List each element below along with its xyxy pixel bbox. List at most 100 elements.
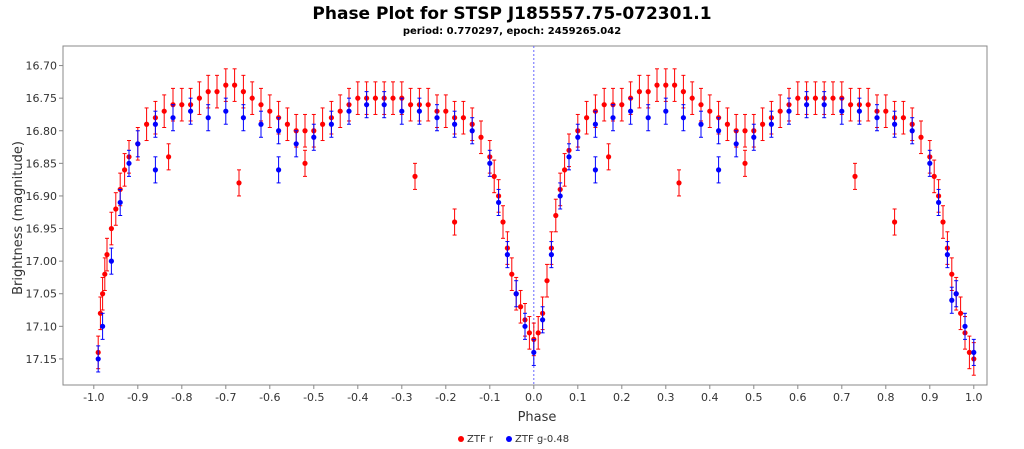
data-marker <box>865 102 871 108</box>
x-tick-label: -0.1 <box>479 391 500 404</box>
point-ztf-r <box>848 87 854 122</box>
data-marker <box>452 219 458 225</box>
point-ztf-r <box>478 120 484 155</box>
data-marker <box>940 219 946 225</box>
point-ztf-r <box>544 263 550 298</box>
data-marker <box>540 317 546 323</box>
data-marker <box>267 108 273 114</box>
point-ztf-r <box>535 316 541 350</box>
x-tick-label: -0.8 <box>171 391 192 404</box>
point-ztf-r <box>654 68 660 102</box>
point-ztf-r <box>302 149 308 177</box>
y-tick-label: 16.85 <box>26 157 58 170</box>
point-ztf-g <box>100 312 106 340</box>
legend: ZTF r ZTF g-0.48 <box>458 434 569 445</box>
point-ztf-g <box>276 156 282 184</box>
data-marker <box>562 167 568 173</box>
point-ztf-r <box>223 68 229 102</box>
x-tick-label: 0.8 <box>877 391 895 404</box>
point-ztf-r <box>408 87 414 122</box>
point-ztf-g <box>152 156 158 184</box>
point-ztf-g <box>733 130 739 158</box>
data-marker <box>509 271 515 277</box>
data-marker <box>557 193 563 199</box>
data-marker <box>408 102 414 108</box>
data-marker <box>606 154 612 160</box>
point-ztf-r <box>452 208 458 236</box>
point-ztf-r <box>553 198 559 233</box>
data-marker <box>944 252 951 258</box>
point-ztf-g <box>962 312 968 340</box>
point-ztf-r <box>958 296 964 331</box>
data-marker <box>108 258 114 264</box>
point-ztf-g <box>557 182 563 210</box>
data-marker <box>240 89 246 95</box>
point-ztf-g <box>944 241 951 269</box>
point-ztf-r <box>900 100 907 135</box>
point-ztf-r <box>236 169 242 197</box>
x-tick-label: 0.2 <box>613 391 631 404</box>
data-marker <box>328 121 334 127</box>
x-tick-label: 0.6 <box>789 391 807 404</box>
data-marker <box>676 180 682 186</box>
data-marker <box>548 252 555 258</box>
point-ztf-r <box>500 205 506 239</box>
point-ztf-r <box>883 94 889 128</box>
data-marker <box>302 128 308 134</box>
data-marker <box>724 121 731 127</box>
data-marker <box>962 323 968 329</box>
data-marker <box>680 115 687 121</box>
point-ztf-r <box>636 74 643 109</box>
point-ztf-g <box>293 130 299 158</box>
point-ztf-r <box>777 94 783 128</box>
point-ztf-r <box>812 81 819 115</box>
data-marker <box>892 121 898 127</box>
legend-marker-ztf-g <box>506 436 512 442</box>
point-ztf-g <box>240 104 246 132</box>
data-marker <box>236 180 242 186</box>
data-marker <box>931 173 937 179</box>
point-ztf-r <box>166 143 172 171</box>
data-marker <box>716 128 722 134</box>
point-ztf-g <box>768 110 775 138</box>
point-ztf-g <box>804 91 810 119</box>
data-marker <box>680 89 687 95</box>
point-ztf-r <box>97 296 103 331</box>
point-ztf-g <box>223 97 229 125</box>
point-ztf-r <box>232 68 238 102</box>
y-tick-label: 16.80 <box>26 125 58 138</box>
point-ztf-g <box>152 110 158 138</box>
data-marker <box>553 212 559 219</box>
point-ztf-g <box>786 97 792 125</box>
y-tick-label: 16.95 <box>26 223 58 236</box>
x-tick-label: -0.4 <box>347 391 368 404</box>
chart-subtitle: period: 0.770297, epoch: 2459265.042 <box>403 26 621 37</box>
data-marker <box>364 102 370 108</box>
data-marker <box>958 310 964 316</box>
point-ztf-g <box>716 117 722 145</box>
point-ztf-g <box>188 97 194 125</box>
data-marker <box>443 108 449 114</box>
point-ztf-r <box>742 149 748 177</box>
data-marker <box>777 108 783 114</box>
point-ztf-r <box>460 100 466 135</box>
y-tick-label: 17.00 <box>26 255 58 268</box>
data-marker <box>716 167 722 173</box>
point-ztf-r <box>425 87 431 122</box>
point-ztf-r <box>689 81 695 115</box>
data-marker <box>795 95 801 101</box>
data-marker <box>126 160 132 166</box>
data-marker <box>302 160 308 166</box>
data-marker <box>949 297 955 303</box>
point-ztf-g <box>95 345 101 373</box>
data-marker <box>839 108 845 114</box>
point-ztf-g <box>839 97 845 125</box>
point-ztf-r <box>355 81 361 115</box>
point-ztf-r <box>196 81 202 115</box>
point-ztf-r <box>830 81 836 115</box>
point-ztf-g <box>949 286 955 314</box>
point-ztf-g <box>821 91 827 119</box>
y-axis-label: Brightness (magnitude) <box>11 141 26 295</box>
data-marker <box>113 206 119 212</box>
data-marker <box>663 82 669 88</box>
